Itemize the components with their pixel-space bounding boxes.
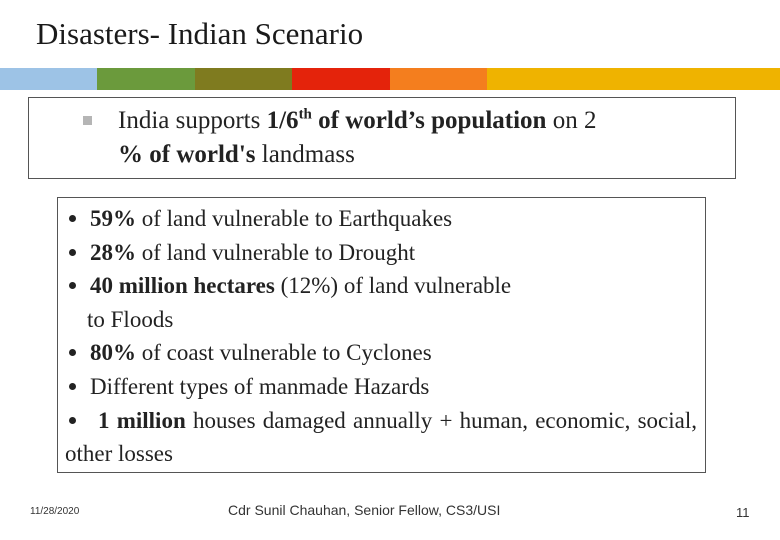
points-box: 59% of land vulnerable to Earthquakes 28… [57, 197, 706, 473]
highlight-text: India supports 1/6th of world’s populati… [118, 104, 730, 172]
bar-segment [487, 68, 780, 90]
bullet [69, 248, 76, 256]
point: 80% of coast vulnerable to Cyclones [65, 336, 697, 370]
text: 80% [90, 340, 136, 366]
text: 40 million hectares [90, 273, 275, 299]
bar-segment [0, 68, 97, 90]
footer-author: Cdr Sunil Chauhan, Senior Fellow, CS3/US… [228, 502, 501, 518]
point: 59% of land vulnerable to Earthquakes [65, 202, 697, 236]
text: of coast vulnerable to Cyclones [136, 340, 432, 366]
text: th [298, 106, 312, 123]
text: % of world's [118, 141, 256, 168]
bullet [83, 116, 92, 125]
page-number: 11 [736, 505, 750, 520]
text: Different types of manmade Hazards [90, 373, 430, 399]
point: 28% of land vulnerable to Drought [65, 236, 697, 270]
color-bar [0, 68, 780, 90]
highlight-box: India supports 1/6th of world’s populati… [28, 97, 736, 179]
text: 59% [90, 206, 136, 231]
point: 1 million houses damaged annually + huma… [65, 404, 697, 471]
bar-segment [97, 68, 195, 90]
text: landmass [255, 141, 355, 168]
text: 1 million [98, 407, 186, 433]
bar-segment [390, 68, 487, 90]
text: to Floods [87, 306, 174, 332]
text: (12%) of land vulnerable [274, 273, 512, 299]
bar-segment [195, 68, 292, 90]
point: 40 million hectares (12%) of land vulner… [65, 269, 697, 336]
text: of land vulnerable to Earthquakes [136, 206, 453, 231]
text: of world’s population [311, 107, 547, 134]
bullet [69, 282, 76, 290]
footer-date: 11/28/2020 [30, 506, 80, 517]
text: houses damaged annually + human, economi… [65, 407, 697, 467]
bar-segment [292, 68, 390, 90]
text: India supports [118, 107, 267, 134]
bullet [69, 416, 76, 424]
slide-title: Disasters- Indian Scenario [36, 16, 364, 51]
point: Different types of manmade Hazards [65, 370, 697, 404]
text: on 2 [546, 107, 597, 134]
bullet [69, 349, 76, 357]
bullet [69, 382, 76, 390]
text: of land vulnerable to Drought [136, 239, 416, 265]
bullet [69, 215, 76, 222]
text: 28% [90, 239, 136, 265]
text: 1/6 [266, 107, 299, 134]
